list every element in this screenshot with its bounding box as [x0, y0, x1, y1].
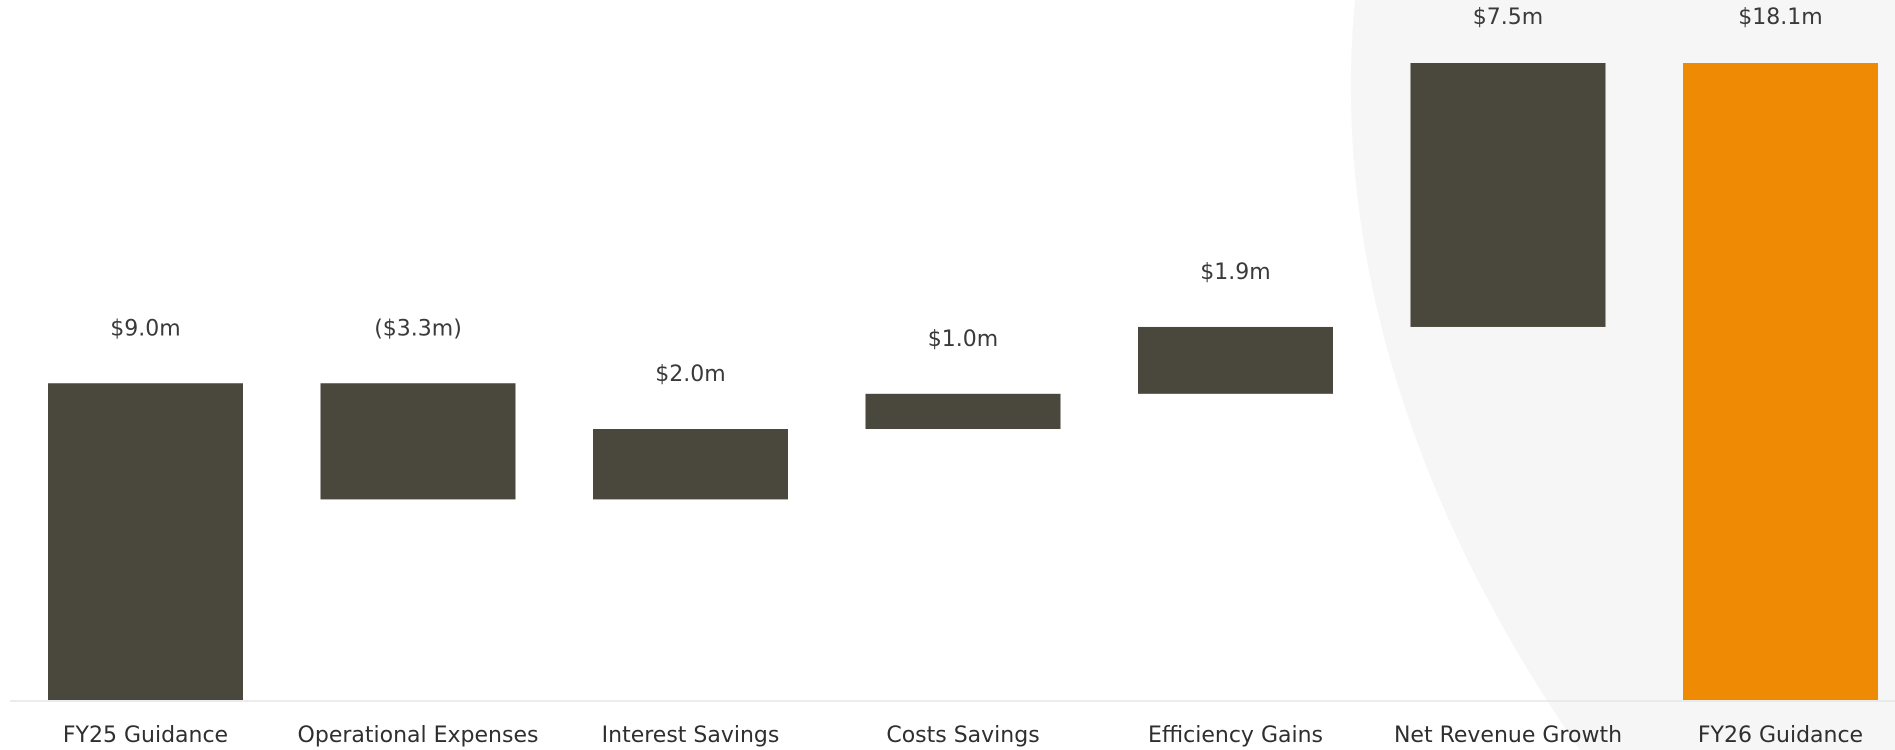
bar-costs-savings: [865, 393, 1061, 430]
data-label-interest-savings: $2.0m: [655, 362, 725, 387]
category-label-net-revenue-growth: Net Revenue Growth: [1394, 723, 1622, 748]
data-label-costs-savings: $1.0m: [928, 327, 998, 352]
bar-net-revenue-growth: [1410, 63, 1606, 327]
bar-operational-expenses: [320, 383, 516, 500]
bar-fy26-guidance: [1683, 63, 1878, 700]
category-labels-group: FY25 Guidance Operational Expenses Interes…: [63, 723, 1863, 748]
data-label-net-revenue-growth: $7.5m: [1473, 5, 1543, 30]
bar-fy25-guidance: [48, 383, 243, 700]
category-label-fy25-guidance: FY25 Guidance: [63, 723, 228, 748]
bar-interest-savings: [593, 429, 788, 500]
bar-efficiency-gains: [1138, 326, 1333, 394]
data-labels-group: $9.0m ($3.3m) $2.0m $1.0m $1.9m $7.5m $18.1m: [110, 5, 1822, 387]
category-label-operational-expenses: Operational Expenses: [298, 723, 539, 748]
category-label-efficiency-gains: Efficiency Gains: [1148, 723, 1323, 748]
bars-group: [48, 63, 1878, 700]
data-label-fy26-guidance: $18.1m: [1738, 5, 1822, 30]
data-label-fy25-guidance: $9.0m: [110, 316, 180, 341]
category-label-fy26-guidance: FY26 Guidance: [1698, 723, 1863, 748]
category-label-costs-savings: Costs Savings: [886, 723, 1039, 748]
data-label-operational-expenses: ($3.3m): [374, 316, 462, 341]
data-label-efficiency-gains: $1.9m: [1200, 260, 1270, 285]
category-label-interest-savings: Interest Savings: [602, 723, 780, 748]
